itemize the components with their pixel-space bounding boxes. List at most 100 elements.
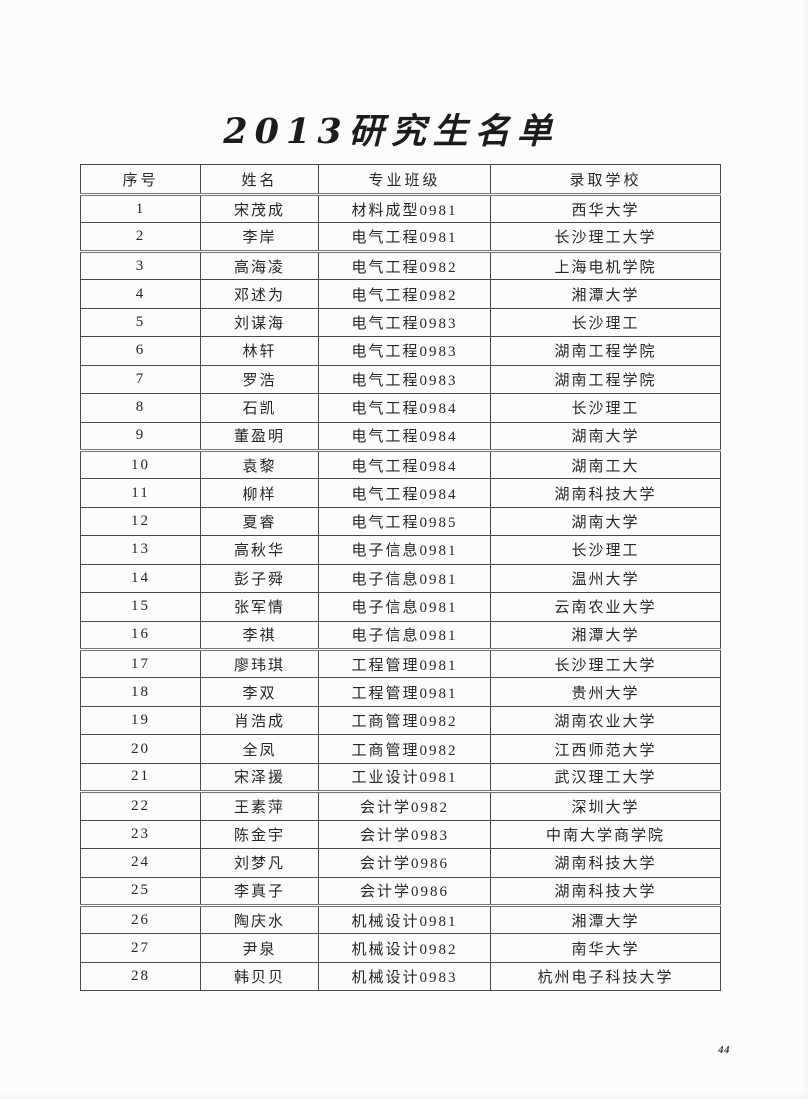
major-class-cell: 电气工程0985 <box>318 506 491 537</box>
table-row: 7 罗浩 电气工程0983 湖南工程学院 <box>80 364 721 395</box>
name-cell: 夏睿 <box>200 506 319 537</box>
column-header: 序号 <box>80 164 201 196</box>
major-class-cell: 会计学0983 <box>318 819 491 850</box>
major-class-cell: 电子信息0981 <box>318 535 491 565</box>
name-cell: 柳样 <box>200 478 319 508</box>
name-cell: 李祺 <box>200 620 319 652</box>
school-cell: 湘潭大学 <box>490 620 721 652</box>
index-cell: 22 <box>80 791 201 821</box>
table-row: 19 肖浩成 工商管理0982 湖南农业大学 <box>80 705 721 736</box>
name-cell: 刘梦凡 <box>200 848 319 878</box>
index-cell: 12 <box>80 506 201 537</box>
major-class-cell: 电气工程0983 <box>318 307 491 338</box>
table-row: 21 宋泽援 工业设计0981 武汉理工大学 <box>80 762 721 794</box>
school-cell: 中南大学商学院 <box>490 819 721 850</box>
major-class-cell: 材料成型0981 <box>318 193 491 224</box>
table-row: 11 柳样 电气工程0984 湖南科技大学 <box>80 478 721 508</box>
school-cell: 长沙理工大学 <box>490 648 721 679</box>
name-cell: 高秋华 <box>200 535 319 565</box>
school-cell: 长沙理工 <box>490 535 721 565</box>
index-cell: 6 <box>80 336 201 366</box>
page-number: 44 <box>718 1044 730 1056</box>
major-class-cell: 电气工程0982 <box>318 279 491 309</box>
index-cell: 26 <box>80 904 201 935</box>
school-cell: 江西师范大学 <box>490 734 721 764</box>
major-class-cell: 电气工程0983 <box>318 364 491 395</box>
index-cell: 9 <box>80 421 201 452</box>
major-class-cell: 电气工程0984 <box>318 478 491 508</box>
major-class-cell: 机械设计0983 <box>318 961 491 992</box>
major-class-cell: 电子信息0981 <box>318 592 491 622</box>
column-header: 录取学校 <box>490 164 721 196</box>
name-cell: 宋茂成 <box>200 193 319 224</box>
table-row: 27 尹泉 机械设计0982 南华大学 <box>80 933 721 963</box>
major-class-cell: 电气工程0981 <box>318 222 491 253</box>
table-row: 8 石凯 电气工程0984 长沙理工 <box>80 393 721 423</box>
major-class-cell: 工商管理0982 <box>318 734 491 764</box>
name-cell: 林轩 <box>200 336 319 366</box>
table-row: 14 彭子舜 电子信息0981 温州大学 <box>80 563 721 594</box>
page-title: 2013研究生名单 <box>223 111 559 152</box>
table-row: 3 高海凌 电气工程0982 上海电机学院 <box>80 250 721 281</box>
table-row: 9 董盈明 电气工程0984 湖南大学 <box>80 421 721 452</box>
table-row: 22 王素萍 会计学0982 深圳大学 <box>80 791 721 821</box>
name-cell: 邓述为 <box>200 279 319 309</box>
table-row: 6 林轩 电气工程0983 湖南工程学院 <box>80 336 721 366</box>
major-class-cell: 电气工程0984 <box>318 393 491 423</box>
index-cell: 17 <box>80 648 201 679</box>
name-cell: 廖玮琪 <box>200 648 319 679</box>
index-cell: 19 <box>80 705 201 736</box>
table-row: 10 袁黎 电气工程0984 湖南工大 <box>80 449 721 480</box>
major-class-cell: 电子信息0981 <box>318 620 491 652</box>
school-cell: 贵州大学 <box>490 677 721 707</box>
index-cell: 27 <box>80 933 201 963</box>
major-class-cell: 会计学0982 <box>318 791 491 821</box>
name-cell: 韩贝贝 <box>200 961 319 992</box>
index-cell: 21 <box>80 762 201 794</box>
major-class-cell: 电气工程0982 <box>318 250 491 281</box>
name-cell: 尹泉 <box>200 933 319 963</box>
school-cell: 温州大学 <box>490 563 721 594</box>
major-class-cell: 机械设计0982 <box>318 933 491 963</box>
column-header: 专业班级 <box>318 164 491 196</box>
major-class-cell: 会计学0986 <box>318 848 491 878</box>
name-cell: 李岸 <box>200 222 319 253</box>
school-cell: 西华大学 <box>490 193 721 224</box>
table-row: 16 李祺 电子信息0981 湘潭大学 <box>80 620 721 652</box>
school-cell: 上海电机学院 <box>490 250 721 281</box>
index-cell: 23 <box>80 819 201 850</box>
index-cell: 7 <box>80 364 201 395</box>
school-cell: 湖南工程学院 <box>490 336 721 366</box>
school-cell: 南华大学 <box>490 933 721 963</box>
index-cell: 5 <box>80 307 201 338</box>
major-class-cell: 会计学0986 <box>318 876 491 907</box>
major-class-cell: 电气工程0983 <box>318 336 491 366</box>
index-cell: 15 <box>80 592 201 622</box>
table-row: 4 邓述为 电气工程0982 湘潭大学 <box>80 279 721 309</box>
school-cell: 湖南大学 <box>490 506 721 537</box>
name-cell: 李真子 <box>200 876 319 907</box>
table-header: 序号 姓名 专业班级 录取学校 <box>80 164 721 196</box>
index-cell: 14 <box>80 563 201 594</box>
index-cell: 13 <box>80 535 201 565</box>
name-cell: 袁黎 <box>200 449 319 480</box>
name-cell: 石凯 <box>200 393 319 423</box>
table-row: 13 高秋华 电子信息0981 长沙理工 <box>80 535 721 565</box>
school-cell: 湘潭大学 <box>490 279 721 309</box>
table-row: 17 廖玮琪 工程管理0981 长沙理工大学 <box>80 648 721 679</box>
table-row: 12 夏睿 电气工程0985 湖南大学 <box>80 506 721 537</box>
school-cell: 湖南农业大学 <box>490 705 721 736</box>
school-cell: 长沙理工 <box>490 307 721 338</box>
name-cell: 全凤 <box>200 734 319 764</box>
index-cell: 4 <box>80 279 201 309</box>
table-row: 25 李真子 会计学0986 湖南科技大学 <box>80 876 721 907</box>
table-row: 15 张军情 电子信息0981 云南农业大学 <box>80 592 721 622</box>
school-cell: 杭州电子科技大学 <box>490 961 721 992</box>
name-cell: 肖浩成 <box>200 705 319 736</box>
index-cell: 3 <box>80 250 201 281</box>
school-cell: 长沙理工 <box>490 393 721 423</box>
index-cell: 2 <box>80 222 201 253</box>
school-cell: 湖南科技大学 <box>490 848 721 878</box>
index-cell: 11 <box>80 478 201 508</box>
